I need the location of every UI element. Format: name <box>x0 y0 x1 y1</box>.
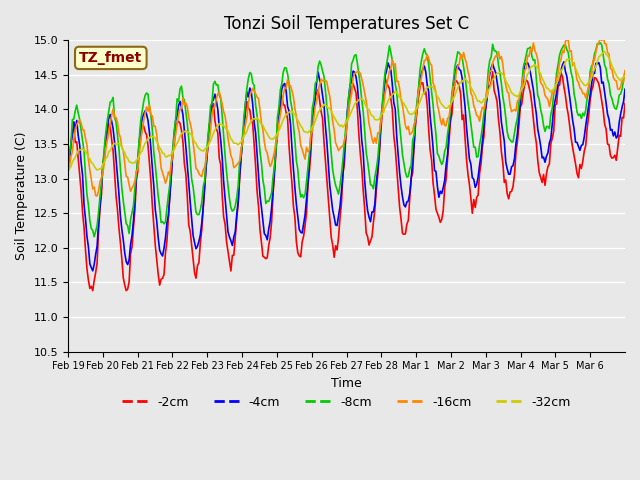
Line: -8cm: -8cm <box>68 43 625 237</box>
Title: Tonzi Soil Temperatures Set C: Tonzi Soil Temperatures Set C <box>224 15 469 33</box>
-16cm <box>545 104 553 109</box>
-2cm <box>547 141 555 146</box>
-8cm <box>545 126 553 132</box>
-32cm <box>601 48 609 54</box>
-32cm <box>461 76 469 82</box>
-4cm <box>560 59 568 65</box>
-8cm <box>620 76 627 82</box>
-4cm <box>102 133 109 139</box>
-4cm <box>89 268 97 274</box>
-8cm <box>463 86 470 92</box>
-32cm <box>83 151 91 156</box>
-2cm <box>102 139 109 144</box>
-8cm <box>596 40 604 46</box>
-8cm <box>90 234 98 240</box>
-32cm <box>618 75 626 81</box>
-32cm <box>64 169 72 175</box>
-2cm <box>463 156 470 162</box>
-4cm <box>620 99 627 105</box>
-16cm <box>621 68 629 73</box>
Y-axis label: Soil Temperature (C): Soil Temperature (C) <box>15 132 28 260</box>
Line: -2cm: -2cm <box>68 72 625 290</box>
-32cm <box>100 159 108 165</box>
-4cm <box>463 124 470 130</box>
Text: TZ_fmet: TZ_fmet <box>79 51 143 65</box>
-2cm <box>489 69 497 75</box>
-2cm <box>83 266 91 272</box>
-2cm <box>620 115 627 121</box>
-16cm <box>83 142 91 148</box>
-32cm <box>544 85 552 91</box>
-2cm <box>621 100 629 106</box>
-4cm <box>64 169 72 175</box>
-4cm <box>545 140 553 146</box>
-8cm <box>102 129 109 135</box>
-32cm <box>621 73 629 79</box>
-8cm <box>621 69 629 75</box>
Legend: -2cm, -4cm, -8cm, -16cm, -32cm: -2cm, -4cm, -8cm, -16cm, -32cm <box>117 391 576 414</box>
-32cm <box>351 101 358 107</box>
-16cm <box>599 33 607 39</box>
Line: -4cm: -4cm <box>68 62 625 271</box>
Line: -32cm: -32cm <box>68 51 625 172</box>
-4cm <box>352 74 360 80</box>
X-axis label: Time: Time <box>331 377 362 390</box>
-8cm <box>83 192 91 197</box>
-16cm <box>463 60 470 66</box>
-8cm <box>352 52 360 58</box>
-4cm <box>83 233 91 239</box>
-2cm <box>64 169 72 175</box>
-16cm <box>102 145 109 151</box>
-16cm <box>93 193 101 199</box>
-16cm <box>352 70 360 75</box>
-2cm <box>352 90 360 96</box>
-16cm <box>64 169 72 175</box>
-2cm <box>89 288 97 293</box>
-8cm <box>64 169 72 175</box>
Line: -16cm: -16cm <box>68 36 625 196</box>
-16cm <box>620 79 627 84</box>
-4cm <box>621 86 629 92</box>
